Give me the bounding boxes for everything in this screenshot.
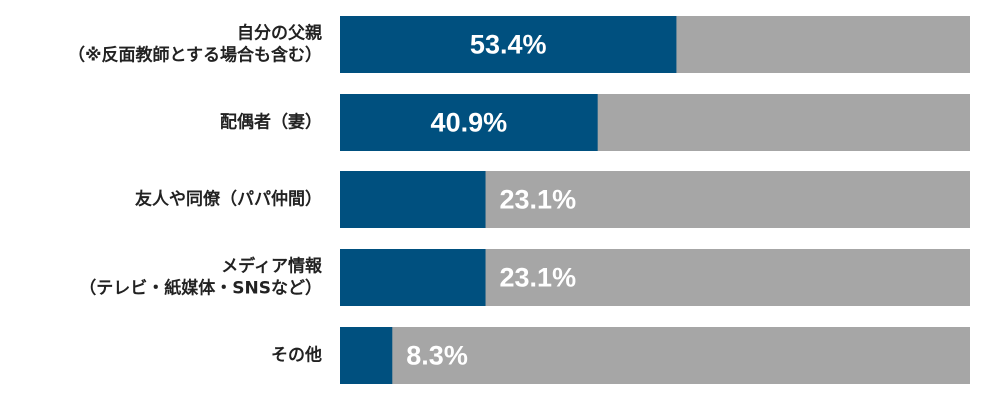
bar-value bbox=[340, 171, 486, 228]
bar-value bbox=[340, 327, 393, 384]
category-label: その他 bbox=[271, 345, 322, 366]
bar-row: 23.1% 友人や同僚（パパ仲間） bbox=[135, 171, 970, 228]
bar-row: 40.9% 配偶者（妻） bbox=[220, 94, 970, 151]
bar-value bbox=[340, 249, 486, 306]
bar-value-label: 23.1% bbox=[500, 263, 577, 293]
category-label: 配偶者（妻） bbox=[220, 112, 322, 133]
category-label: メディア情報 bbox=[221, 256, 323, 277]
bar-value bbox=[340, 16, 677, 73]
bar-value-label: 40.9% bbox=[431, 108, 508, 138]
bar-value-label: 8.3% bbox=[406, 341, 468, 371]
category-label: （テレビ・紙媒体・SNSなど） bbox=[79, 278, 322, 299]
category-label: （※反面教師とする場合も含む） bbox=[68, 45, 322, 66]
bar-value-label: 53.4% bbox=[470, 30, 547, 60]
bar-row: 23.1% メディア情報（テレビ・紙媒体・SNSなど） bbox=[79, 249, 970, 306]
bar-value-label: 23.1% bbox=[500, 185, 577, 215]
bar-row: 53.4% 自分の父親（※反面教師とする場合も含む） bbox=[68, 16, 970, 73]
bar-remainder bbox=[340, 327, 970, 384]
category-label: 自分の父親 bbox=[237, 23, 322, 44]
bar-row: 8.3% その他 bbox=[271, 327, 970, 384]
bar-value bbox=[340, 94, 598, 151]
category-label: 友人や同僚（パパ仲間） bbox=[135, 189, 322, 210]
